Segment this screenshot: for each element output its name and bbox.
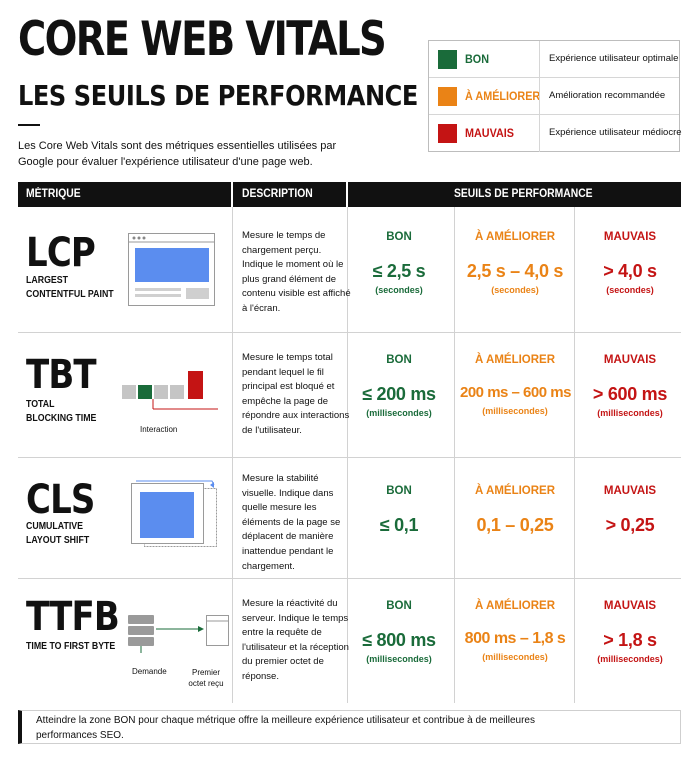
- ttfb-poor-value: > 1,8 s: [603, 630, 657, 650]
- legend-swatch-improve: [438, 87, 457, 106]
- tbt-improve-unit: (millisecondes): [482, 406, 548, 416]
- legend-label-improve: À AMÉLIORER: [465, 89, 541, 103]
- ttfb-poor-label: MAUVAIS: [603, 600, 657, 612]
- lcp-improve-cell: À AMÉLIORER 2,5 s – 4,0 s (secondes): [460, 231, 570, 295]
- ttfb-improve-cell: À AMÉLIORER 800 ms – 1,8 s (milliseconde…: [460, 600, 570, 662]
- lcp-poor-cell: MAUVAIS > 4,0 s (secondes): [575, 231, 685, 295]
- cls-poor-label: MAUVAIS: [603, 485, 657, 497]
- tbt-good-value: ≤ 200 ms: [362, 384, 436, 404]
- ttfb-illustration: [128, 615, 229, 653]
- ttfb-poor-cell: MAUVAIS > 1,8 s (millisecondes): [575, 600, 685, 664]
- legend-label-poor: MAUVAIS: [465, 126, 515, 140]
- ttfb-improve-unit: (millisecondes): [482, 652, 548, 662]
- tbt-improve-cell: À AMÉLIORER 200 ms – 600 ms (millisecond…: [460, 354, 571, 416]
- tbt-illustration: [122, 371, 218, 410]
- legend-row-improve: À AMÉLIORER Amélioration recommandée: [429, 78, 679, 115]
- ttfb-illus-label-firstbyte: Premier octet reçu: [188, 668, 224, 688]
- table-row-ttfb: TTFB TIME TO FIRST BYTE Demande Premier …: [18, 579, 681, 703]
- ttfb-improve-value: 800 ms – 1,8 s: [464, 630, 566, 647]
- lcp-poor-unit: (secondes): [606, 285, 654, 295]
- tbt-poor-label: MAUVAIS: [603, 354, 657, 366]
- metric-code-tbt: TBT: [26, 352, 97, 398]
- header-description: DESCRIPTION: [242, 188, 313, 200]
- lcp-improve-unit: (secondes): [491, 285, 539, 295]
- page-title: CORE WEB VITALS: [18, 12, 387, 67]
- cls-poor-value: > 0,25: [605, 515, 655, 535]
- metric-name-tbt: TOTAL BLOCKING TIME: [26, 399, 97, 424]
- cls-poor-cell: MAUVAIS > 0,25: [575, 485, 685, 536]
- lcp-good-label: BON: [386, 231, 412, 243]
- lcp-good-value: ≤ 2,5 s: [372, 261, 426, 281]
- metric-name-lcp: LARGEST CONTENTFUL PAINT: [26, 275, 114, 300]
- cls-good-cell: BON ≤ 0,1: [344, 485, 454, 536]
- cls-improve-cell: À AMÉLIORER 0,1 – 0,25: [460, 485, 570, 536]
- legend-row-poor: MAUVAIS Expérience utilisateur médiocre: [429, 115, 682, 152]
- header-thresholds: SEUILS DE PERFORMANCE: [454, 188, 593, 200]
- cls-improve-label: À AMÉLIORER: [474, 485, 556, 497]
- tbt-good-label: BON: [386, 354, 412, 366]
- lcp-good-cell: BON ≤ 2,5 s (secondes): [344, 231, 454, 295]
- cls-illustration: [131, 480, 217, 547]
- tbt-poor-value: > 600 ms: [592, 384, 668, 404]
- lcp-improve-label: À AMÉLIORER: [474, 231, 556, 243]
- metric-name-ttfb: TIME TO FIRST BYTE: [26, 641, 116, 652]
- lcp-improve-value: 2,5 s – 4,0 s: [466, 261, 564, 281]
- metric-desc-lcp: Mesure le temps de chargement perçu. Ind…: [242, 230, 351, 314]
- tbt-improve-label: À AMÉLIORER: [474, 354, 556, 366]
- metric-desc-cls: Mesure la stabilité visuelle. Indique da…: [242, 473, 341, 572]
- cls-improve-value: 0,1 – 0,25: [476, 515, 554, 535]
- lcp-illustration: [128, 233, 215, 306]
- ttfb-good-value: ≤ 800 ms: [362, 630, 436, 650]
- table-row-lcp: LCP LARGEST CONTENTFUL PAINT Mesure le t…: [18, 207, 681, 333]
- header-metric: MÉTRIQUE: [26, 188, 81, 200]
- page-subtitle: LES SEUILS DE PERFORMANCE: [18, 79, 418, 112]
- ttfb-improve-label: À AMÉLIORER: [474, 600, 556, 612]
- lcp-poor-value: > 4,0 s: [603, 261, 657, 281]
- tbt-good-cell: BON ≤ 200 ms (millisecondes): [344, 354, 454, 418]
- metric-code-cls: CLS: [26, 477, 95, 523]
- footer-note: Atteindre la zone BON pour chaque métriq…: [18, 710, 681, 744]
- cls-good-value: ≤ 0,1: [379, 515, 419, 535]
- legend-box: BON Expérience utilisateur optimale À AM…: [428, 40, 682, 152]
- ttfb-poor-unit: (millisecondes): [597, 654, 663, 664]
- title-underline: [18, 124, 40, 126]
- ttfb-good-unit: (millisecondes): [366, 654, 432, 664]
- metric-name-cls: CUMULATIVE LAYOUT SHIFT: [26, 521, 90, 546]
- legend-swatch-poor: [438, 124, 457, 143]
- table-header: MÉTRIQUE DESCRIPTION SEUILS DE PERFORMAN…: [18, 182, 681, 207]
- legend-swatch-good: [438, 50, 457, 69]
- metric-code-lcp: LCP: [26, 230, 96, 276]
- tbt-poor-unit: (millisecondes): [597, 408, 663, 418]
- legend-desc-poor: Expérience utilisateur médiocre: [549, 127, 682, 138]
- table-row-cls: CLS CUMULATIVE LAYOUT SHIFT Mesure la st…: [18, 458, 681, 579]
- cls-good-label: BON: [386, 485, 412, 497]
- metric-code-ttfb: TTFB: [26, 594, 120, 640]
- lcp-poor-label: MAUVAIS: [603, 231, 657, 243]
- intro-text: Les Core Web Vitals sont des métriques e…: [18, 140, 337, 168]
- tbt-improve-value: 200 ms – 600 ms: [460, 384, 571, 401]
- footer-text: Atteindre la zone BON pour chaque métriq…: [36, 715, 535, 741]
- metric-desc-tbt: Mesure le temps total pendant lequel le …: [242, 352, 350, 436]
- legend-desc-improve: Amélioration recommandée: [549, 90, 666, 101]
- table-row-tbt: TBT TOTAL BLOCKING TIME Interaction Mesu…: [18, 333, 681, 458]
- metric-desc-ttfb: Mesure la réactivité du serveur. Indique…: [242, 598, 349, 682]
- ttfb-good-label: BON: [386, 600, 412, 612]
- ttfb-good-cell: BON ≤ 800 ms (millisecondes): [344, 600, 454, 664]
- legend-desc-good: Expérience utilisateur optimale: [549, 53, 679, 64]
- legend-row-good: BON Expérience utilisateur optimale: [429, 41, 679, 78]
- legend-label-good: BON: [465, 52, 490, 66]
- lcp-good-unit: (secondes): [375, 285, 423, 295]
- ttfb-illus-label-request: Demande: [132, 667, 167, 676]
- tbt-poor-cell: MAUVAIS > 600 ms (millisecondes): [575, 354, 685, 418]
- tbt-illus-label: Interaction: [140, 425, 178, 434]
- tbt-good-unit: (millisecondes): [366, 408, 432, 418]
